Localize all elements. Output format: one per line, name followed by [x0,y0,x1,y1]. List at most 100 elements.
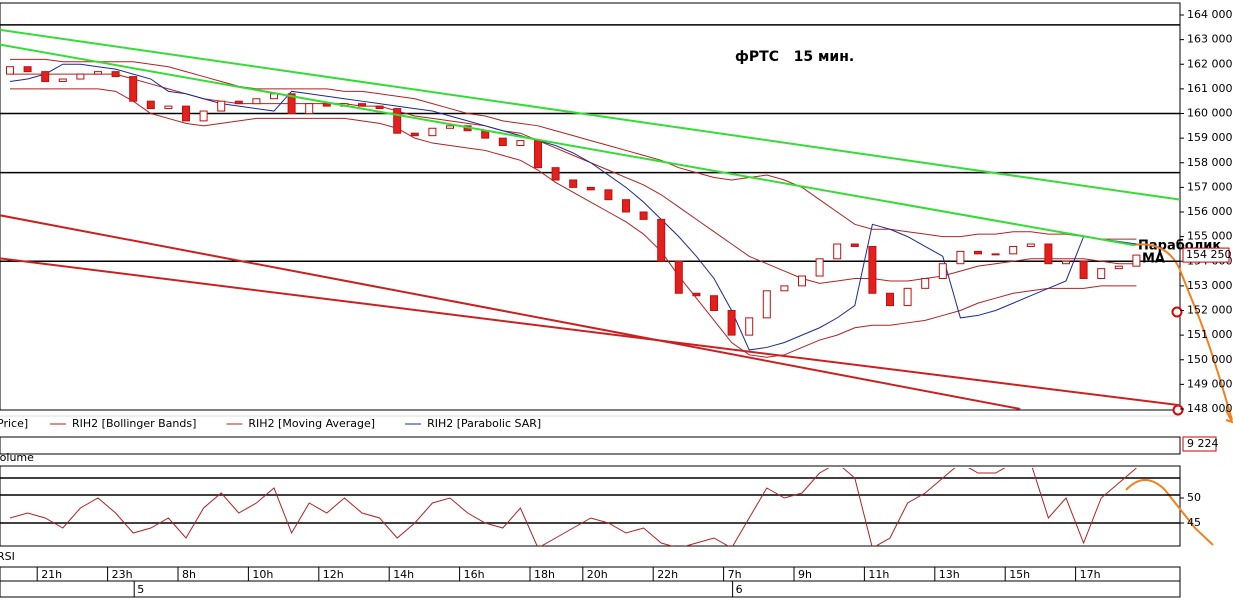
candle-body [868,245,877,294]
candle-body [1026,243,1035,247]
candle-body [358,103,366,107]
candle-body [1009,245,1018,255]
rsi-panel [0,465,1181,547]
x-tick-label: 18h [534,568,555,581]
indicator-line [10,73,1137,284]
candle-body [76,73,85,80]
candle-body [1062,260,1070,265]
time-axis [0,566,1181,598]
candle-body [674,260,683,294]
volume-last-box [1182,436,1217,452]
y-tick-label: 151 000 [1187,328,1233,341]
candle-body [639,211,648,220]
candle-body [182,105,190,122]
legend-label: RIH2 [Bollinger Bands] [72,417,196,430]
candle-body [727,310,736,336]
legend-label: RIH2 [Moving Average] [248,417,375,430]
forecast-arrow [1225,409,1233,424]
indicator-line [10,88,1137,358]
rsi-tick-label: 50 [1187,491,1201,504]
candle-body [780,285,789,292]
volume-panel [0,436,1181,455]
y-tick-label: 155 000 [1187,230,1233,243]
candle-body [41,71,50,82]
y-tick-label: 164 000 [1187,8,1233,21]
main-plot [0,24,1180,410]
candle-body [94,71,102,75]
x-tick-label: 10h [252,568,273,581]
rsi-label: RSI [0,550,15,563]
candle-body [446,125,454,129]
indicator-line [10,58,1137,240]
x-tick-label: 13h [939,568,960,581]
candle-body [217,100,226,112]
candle-body [164,105,173,110]
candle-body [498,137,507,147]
candle-body [938,263,947,279]
last-price-box [1182,247,1230,263]
candle-body [657,218,666,262]
candle-body [815,258,824,277]
x-tick-label: 9h [798,568,812,581]
x-tick-label: 20h [587,568,608,581]
x-tick-label: 14h [393,568,414,581]
legend-label: RIH2 [Parabolic SAR] [427,417,541,430]
candle-body [710,295,718,312]
candle-body [974,250,982,255]
volume-last-label: 9 224 [1187,437,1219,450]
candle-body [322,103,331,107]
candle-body [956,250,965,265]
candle-body [850,243,859,247]
candle-body [886,292,894,307]
candle-body [921,277,930,289]
candle-body [798,275,806,287]
trendline [0,28,1180,201]
candle-body [287,93,296,115]
candle-body [586,186,595,191]
volume-label: Volume [0,451,34,464]
candle-body [252,98,261,105]
candle-body [833,243,842,260]
x-tick-label: 16h [464,568,485,581]
x-tick-label: 21h [41,568,62,581]
candle-body [146,100,155,110]
y-tick-label: 148 000 [1187,402,1233,415]
candle-body [1097,268,1106,279]
y-tick-label: 159 000 [1187,131,1233,144]
rsi-line [9,468,1137,546]
candle-body [58,78,67,82]
candle-body [991,253,1000,256]
trendline [0,214,1021,410]
candle-body [428,127,437,137]
main-panel [0,2,1181,411]
overlay: 148 000 149 000 150 000 151 000 152 000 153 0… [36,8,1233,597]
x-tick-label: 11h [868,568,889,581]
rsi-plot [0,468,1180,546]
x-tick-label: 12h [323,568,344,581]
candle-body [1044,243,1053,265]
rsi-tick-label: 45 [1187,516,1201,529]
candle-body [569,179,578,188]
x-tick-label: 23h [112,568,133,581]
trendline [0,257,1180,407]
candle-body [23,66,32,73]
target-marker [1171,306,1183,318]
candle-body [1132,254,1141,267]
candle-body [234,100,243,105]
candle-body [6,66,14,75]
y-tick-label: 152 000 [1187,304,1233,317]
forecast-curve [1131,243,1233,421]
legend-price: Price] [0,417,28,430]
x-tick-label: 17h [1080,568,1101,581]
candle-body [375,105,384,110]
candle-body [111,71,120,78]
last-price-label: 154 250 [1186,248,1232,261]
y-tick-label: 158 000 [1187,156,1233,169]
candle-body [903,287,912,307]
y-tick-label: 150 000 [1187,353,1233,366]
candle-body [622,199,630,213]
indicator-line [9,63,1137,351]
day-label: 6 [736,583,743,596]
y-tick-label: 160 000 [1187,107,1233,120]
y-tick-label: 156 000 [1187,205,1233,218]
